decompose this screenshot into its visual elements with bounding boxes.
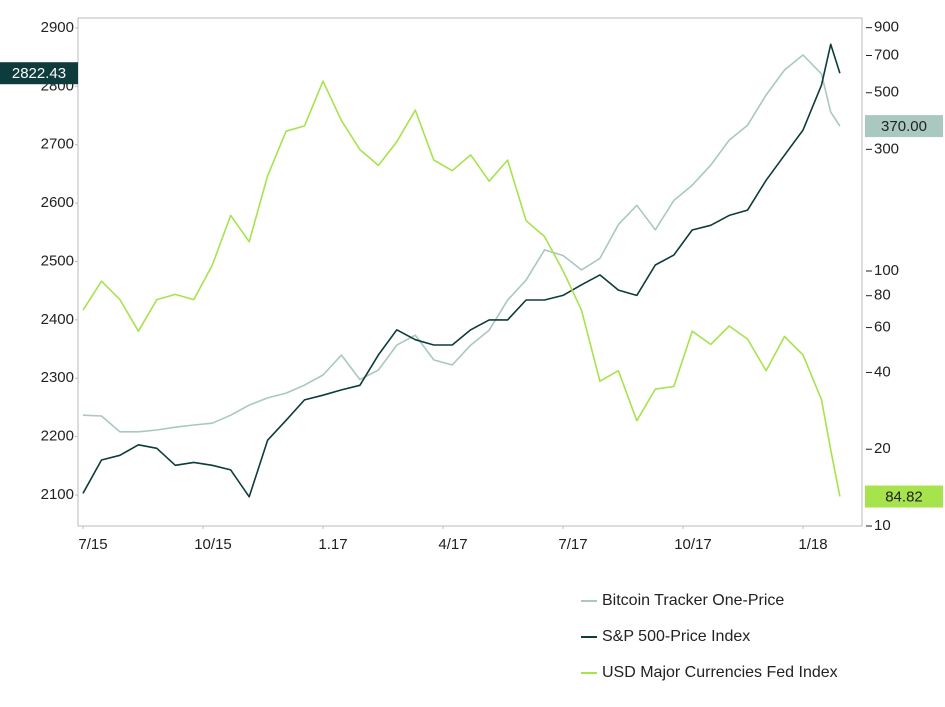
y2-tick-label: 20 xyxy=(874,440,891,457)
end-label: 84.82 xyxy=(885,488,923,505)
y2-tick-label: 10 xyxy=(874,517,891,534)
y-tick-label: 2500 xyxy=(41,252,74,269)
y-tick-label: 2600 xyxy=(41,194,74,211)
legend-label: Bitcoin Tracker One-Price xyxy=(602,592,784,609)
y-tick-label: 2300 xyxy=(41,369,74,386)
x-tick-label: 1.17 xyxy=(318,536,347,553)
series-line xyxy=(82,80,841,497)
y-tick-label: 2200 xyxy=(41,428,74,445)
x-tick-label: 4/17 xyxy=(438,536,467,553)
x-tick-label: 7/17 xyxy=(558,536,587,553)
plot-frame xyxy=(77,17,863,527)
y2-tick-label: 900 xyxy=(874,19,899,36)
x-tick-label: 7/15 xyxy=(78,536,107,553)
y-tick-label: 2400 xyxy=(41,311,74,328)
y2-tick-label: 60 xyxy=(874,319,891,336)
y2-tick-label: 700 xyxy=(874,46,899,63)
y2-tick-label: 40 xyxy=(874,363,891,380)
end-label: 2822.43 xyxy=(12,65,66,82)
end-label: 370.00 xyxy=(881,118,927,135)
y2-tick-label: 500 xyxy=(874,84,899,101)
legend-label: S&P 500-Price Index xyxy=(602,628,750,645)
end-label-box xyxy=(865,485,943,508)
y2-tick-label: 100 xyxy=(874,262,899,279)
end-label-box xyxy=(0,62,78,85)
y-tick-label: 2900 xyxy=(41,19,74,36)
series-line xyxy=(82,54,841,433)
x-tick-label: 10/17 xyxy=(674,536,712,553)
y2-tick-label: 80 xyxy=(874,287,891,304)
y-tick-label: 2100 xyxy=(41,486,74,503)
x-tick-label: 10/15 xyxy=(194,536,232,553)
y-tick-label: 2700 xyxy=(41,136,74,153)
end-label-box xyxy=(865,115,943,138)
y2-tick-label: 300 xyxy=(874,140,899,157)
series-line xyxy=(82,43,841,498)
legend-label: USD Major Currencies Fed Index xyxy=(602,664,838,681)
x-tick-label: 1/18 xyxy=(798,536,827,553)
